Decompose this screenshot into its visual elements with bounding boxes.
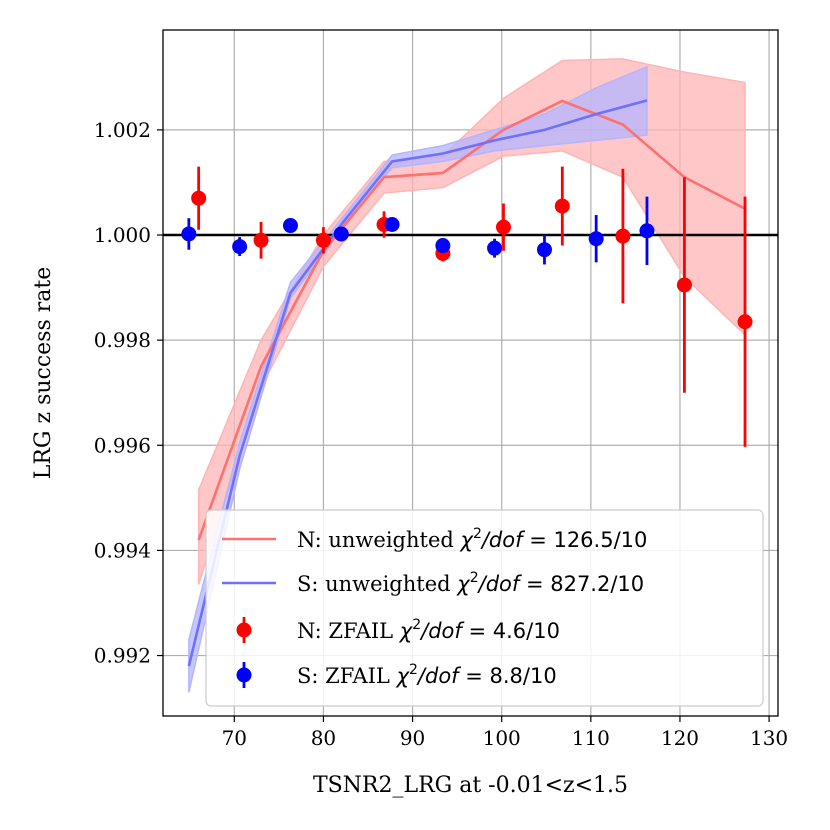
point-n-zfail — [315, 227, 331, 254]
x-tick-label: 130 — [750, 726, 788, 750]
legend-box — [205, 509, 764, 707]
legend-dof: /dof — [477, 572, 523, 596]
marker-n — [554, 198, 570, 214]
marker-s — [232, 239, 248, 255]
marker-s — [639, 223, 655, 239]
data-points — [181, 166, 753, 447]
marker-n — [191, 190, 207, 206]
x-tick-label: 70 — [222, 726, 247, 750]
y-axis-label: LRG z success rate — [31, 267, 56, 480]
legend-chi-symbol: χ — [460, 528, 475, 552]
legend-label-prefix: N: unweighted — [297, 528, 461, 552]
line-s-unweighted — [187, 99, 648, 667]
point-n-zfail — [615, 168, 631, 304]
point-n-zfail — [253, 221, 269, 259]
point-n-zfail — [676, 177, 692, 393]
legend-superscript: 2 — [470, 570, 479, 586]
legend: N: unweighted χ2/dof = 126.5/10S: unweig… — [205, 509, 764, 707]
marker-n — [676, 277, 692, 293]
marker-s — [384, 216, 400, 232]
y-tick-label: 0.992 — [94, 644, 151, 668]
point-s-zfail — [435, 238, 451, 254]
x-tick-label: 110 — [572, 726, 610, 750]
point-n-zfail — [191, 166, 207, 230]
legend-chi-symbol: χ — [399, 619, 414, 643]
x-tick-label: 120 — [661, 726, 699, 750]
legend-dof: /dof — [480, 528, 526, 552]
legend-label-prefix: S: ZFAIL — [297, 664, 397, 688]
marker-s — [282, 218, 298, 234]
point-s-zfail — [384, 216, 400, 232]
legend-label: S: unweighted χ2/dof = 827.2/10 — [297, 570, 644, 596]
marker-s — [536, 242, 552, 258]
point-s-zfail — [232, 237, 248, 257]
legend-dof: /dof — [416, 664, 462, 688]
point-s-zfail — [536, 235, 552, 265]
point-s-zfail — [588, 215, 604, 263]
marker-s — [333, 226, 349, 242]
legend-label-prefix: N: ZFAIL — [297, 619, 400, 643]
legend-chi-symbol: χ — [456, 572, 471, 596]
point-s-zfail — [181, 218, 197, 250]
marker-s — [435, 238, 451, 254]
x-axis-ticks: 70 80 90 100 110 120 130 — [222, 716, 788, 750]
marker-s — [181, 226, 197, 242]
legend-entry-n-zfail: N: ZFAIL χ2/dof = 4.6/10 — [236, 617, 560, 643]
legend-superscript: 2 — [412, 617, 421, 633]
legend-stat-value: = 8.8/10 — [459, 664, 557, 688]
legend-entry-s-unweighted: S: unweighted χ2/dof = 827.2/10 — [222, 570, 644, 596]
marker-n — [495, 219, 511, 235]
plot-frame — [162, 29, 779, 717]
legend-superscript: 2 — [409, 662, 418, 678]
point-n-zfail — [737, 196, 753, 447]
x-tick-label: 100 — [483, 726, 521, 750]
legend-entry-s-zfail: S: ZFAIL χ2/dof = 8.8/10 — [236, 662, 557, 688]
y-tick-label: 1.002 — [94, 118, 151, 142]
point-n-zfail — [554, 166, 570, 246]
legend-dof: /dof — [419, 619, 465, 643]
legend-label: N: ZFAIL χ2/dof = 4.6/10 — [297, 617, 560, 643]
x-axis-label: TSNR2_LRG at -0.01<z<1.5 — [313, 773, 628, 798]
y-tick-label: 1.000 — [94, 223, 151, 247]
legend-stat-value: = 126.5/10 — [523, 528, 648, 552]
point-s-zfail — [333, 226, 349, 242]
y-tick-label: 0.996 — [94, 433, 151, 457]
legend-entry-n-unweighted: N: unweighted χ2/dof = 126.5/10 — [222, 526, 647, 552]
legend-label: N: unweighted χ2/dof = 126.5/10 — [297, 526, 647, 552]
x-tick-label: 80 — [311, 726, 336, 750]
legend-chi-symbol: χ — [396, 664, 411, 688]
marker-s — [588, 231, 604, 247]
y-tick-label: 0.998 — [94, 328, 151, 352]
y-tick-label: 0.994 — [94, 538, 151, 562]
band-s — [188, 65, 648, 693]
marker-n — [315, 232, 331, 248]
point-s-zfail — [487, 238, 503, 258]
point-n-zfail — [495, 203, 511, 251]
legend-superscript: 2 — [473, 526, 482, 542]
legend-marker-swatch — [236, 622, 252, 638]
legend-marker-swatch — [236, 667, 252, 683]
marker-s — [487, 240, 503, 256]
legend-label-prefix: S: unweighted — [297, 572, 457, 596]
x-tick-label: 90 — [400, 726, 425, 750]
marker-n — [737, 314, 753, 330]
series-lines — [187, 99, 746, 667]
point-s-zfail — [282, 218, 298, 234]
legend-stat-value: = 4.6/10 — [462, 619, 560, 643]
y-axis-ticks: 0.992 0.994 0.996 0.998 1.000 1.002 — [94, 118, 163, 668]
marker-n — [615, 228, 631, 244]
line-n-unweighted — [197, 99, 746, 541]
point-s-zfail — [639, 196, 655, 265]
legend-stat-value: = 827.2/10 — [519, 572, 644, 596]
marker-n — [253, 232, 269, 248]
legend-label: S: ZFAIL χ2/dof = 8.8/10 — [297, 662, 557, 688]
